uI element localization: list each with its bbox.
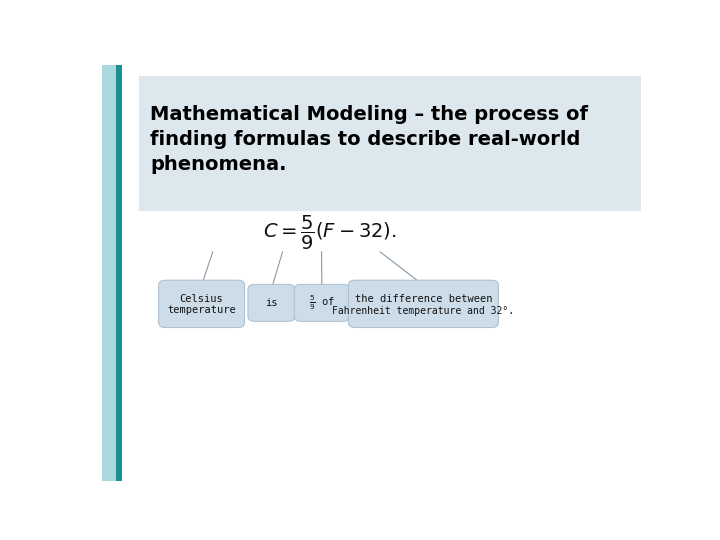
Text: $C = \dfrac{5}{9}(F - 32).$: $C = \dfrac{5}{9}(F - 32).$ xyxy=(263,214,397,252)
Text: the difference between: the difference between xyxy=(355,294,492,304)
FancyBboxPatch shape xyxy=(102,65,116,481)
Text: Fahrenheit temperature and 32°.: Fahrenheit temperature and 32°. xyxy=(333,306,515,315)
Text: $\frac{5}{9}$ of: $\frac{5}{9}$ of xyxy=(309,294,335,312)
Text: is: is xyxy=(265,298,278,308)
FancyBboxPatch shape xyxy=(116,65,122,481)
FancyBboxPatch shape xyxy=(348,280,498,328)
Text: Mathematical Modeling – the process of
finding formulas to describe real-world
p: Mathematical Modeling – the process of f… xyxy=(150,105,588,174)
Text: temperature: temperature xyxy=(167,305,236,315)
FancyBboxPatch shape xyxy=(139,76,642,211)
FancyBboxPatch shape xyxy=(248,285,294,321)
FancyBboxPatch shape xyxy=(294,285,349,321)
FancyBboxPatch shape xyxy=(158,280,245,328)
Text: Celsius: Celsius xyxy=(180,294,223,304)
